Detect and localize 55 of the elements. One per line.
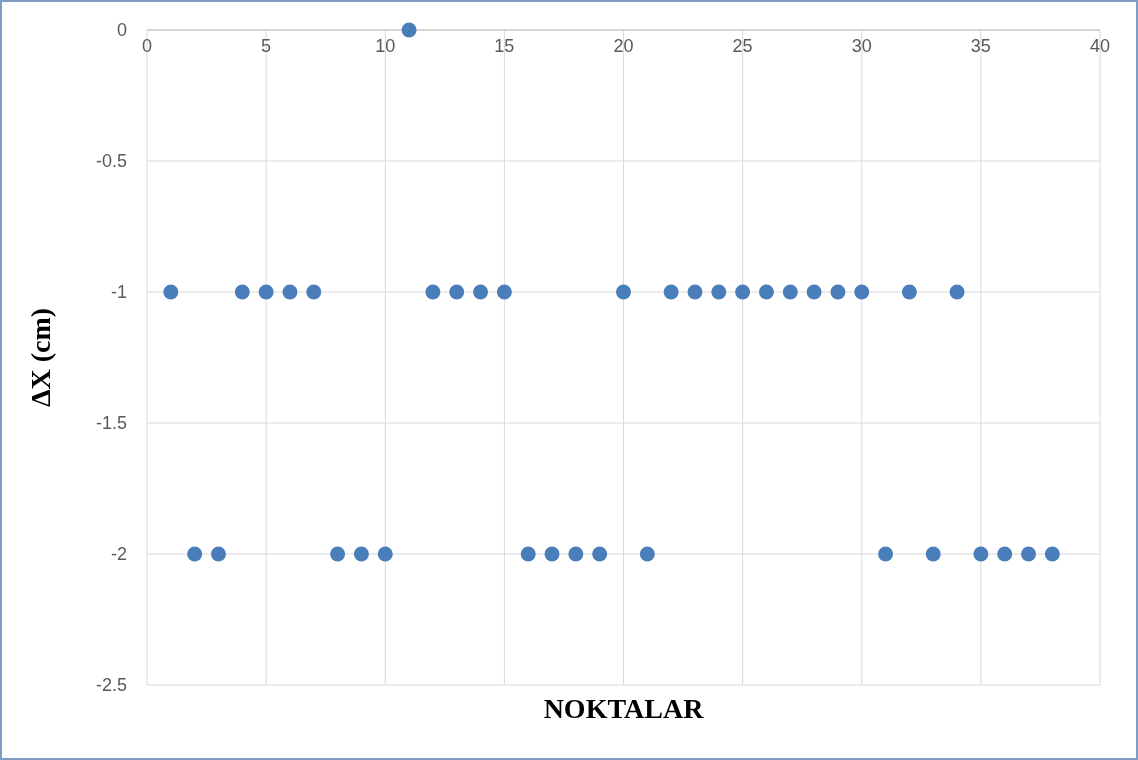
point	[473, 284, 489, 300]
y-tick-label: -1	[110, 282, 127, 303]
x-tick-label: 15	[494, 36, 515, 56]
point	[353, 546, 369, 562]
point	[758, 284, 774, 300]
y-tick-label: -0.5	[95, 151, 127, 172]
x-tick-label: 40	[1089, 36, 1111, 56]
point	[568, 546, 584, 562]
x-tick-label: 35	[970, 36, 991, 56]
x-tick-label: 5	[261, 36, 272, 56]
point	[210, 546, 226, 562]
point	[854, 284, 870, 300]
point	[520, 546, 536, 562]
y-tick-label: 0	[116, 20, 127, 41]
point	[306, 284, 322, 300]
point	[449, 284, 465, 300]
point	[782, 284, 798, 300]
point	[187, 546, 203, 562]
point	[234, 284, 250, 300]
point	[496, 284, 512, 300]
x-axis-title: NOKTALAR	[543, 693, 705, 724]
point	[878, 546, 894, 562]
point	[925, 546, 941, 562]
point	[639, 546, 655, 562]
point	[377, 546, 393, 562]
point	[711, 284, 727, 300]
point	[687, 284, 703, 300]
point	[258, 284, 274, 300]
point	[401, 22, 417, 38]
point	[901, 284, 917, 300]
point	[282, 284, 298, 300]
point	[425, 284, 441, 300]
x-tick-label: 25	[732, 36, 753, 56]
point	[616, 284, 631, 300]
point	[330, 546, 346, 562]
point	[592, 546, 608, 562]
y-tick-label: -1.5	[95, 413, 127, 434]
x-tick-label: 0	[141, 36, 153, 56]
point	[806, 284, 822, 300]
y-tick-label: -2	[110, 544, 127, 565]
point	[830, 284, 846, 300]
point	[163, 284, 179, 300]
point	[949, 284, 965, 300]
point	[1044, 546, 1060, 562]
point	[544, 546, 560, 562]
y-axis-title: ΔX (cm)	[25, 307, 56, 408]
point	[1021, 546, 1037, 562]
x-tick-label: 30	[851, 36, 872, 56]
point	[663, 284, 679, 300]
x-tick-label: 20	[613, 36, 634, 56]
point	[735, 284, 751, 300]
point	[997, 546, 1013, 562]
y-tick-label: -2.5	[95, 675, 127, 696]
x-tick-label: 10	[375, 36, 396, 56]
point	[973, 546, 989, 562]
